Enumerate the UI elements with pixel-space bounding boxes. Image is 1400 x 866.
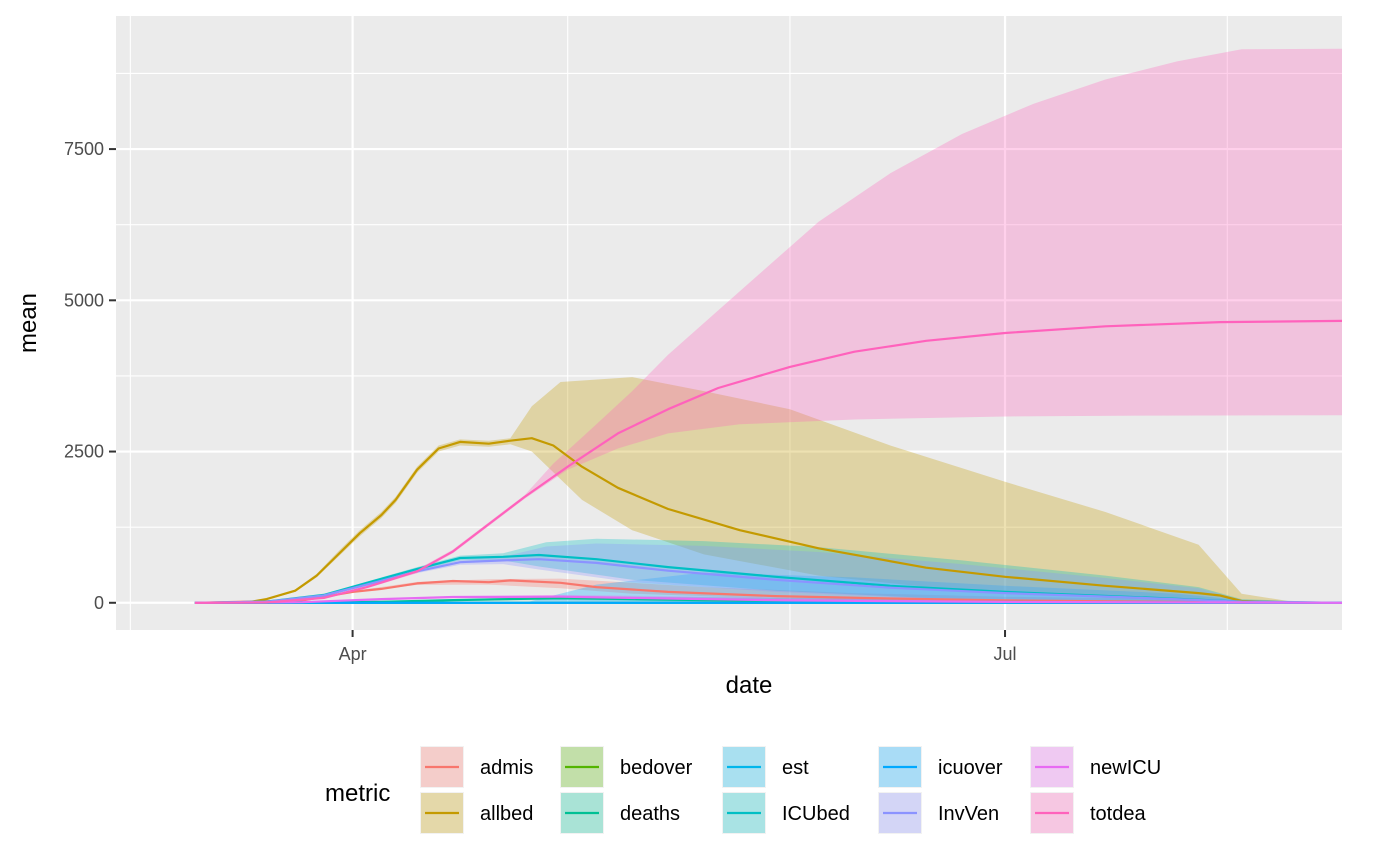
line-totdea: [194, 319, 1343, 604]
band-icubed: [194, 538, 1342, 603]
legend: metric admis allbed bedover deaths est ICUbed…: [325, 746, 1161, 834]
legend-label: ICUbed: [782, 803, 850, 825]
legend-label: bedover: [620, 757, 693, 779]
y-tick-label: 5000: [64, 290, 104, 310]
legend-item-totdea: totdea: [1030, 792, 1146, 834]
legend-label: admis: [480, 757, 533, 779]
legend-label: deaths: [620, 803, 680, 825]
legend-label: icuover: [938, 757, 1003, 779]
line-allbed: [194, 437, 1343, 604]
legend-label: newICU: [1090, 757, 1161, 779]
band-admis: [194, 578, 1342, 603]
legend-item-newicu: newICU: [1030, 746, 1161, 788]
axes: 0 2500 5000 7500 Apr Jul: [64, 139, 1017, 664]
band-allbed: [194, 377, 1342, 603]
legend-item-est: est: [722, 746, 809, 788]
legend-item-bedover: bedover: [560, 746, 693, 788]
x-axis-title: date: [726, 672, 773, 699]
y-tick-label: 7500: [64, 139, 104, 159]
x-tick-label: Apr: [339, 644, 367, 664]
line-newicu: [194, 595, 1343, 604]
line-admis: [194, 579, 1343, 604]
legend-item-invven: InvVen: [878, 792, 999, 834]
legend-label: totdea: [1090, 803, 1146, 825]
legend-item-allbed: allbed: [420, 792, 533, 834]
band-totdea: [194, 48, 1342, 603]
legend-item-icubed: ICUbed: [722, 792, 850, 834]
legend-items: admis allbed bedover deaths est ICUbed icuover…: [420, 746, 1161, 834]
legend-label: allbed: [480, 803, 533, 825]
y-tick-label: 0: [94, 593, 104, 613]
legend-title: metric: [325, 780, 390, 807]
legend-item-icuover: icuover: [878, 746, 1003, 788]
legend-label: est: [782, 757, 809, 779]
legend-item-deaths: deaths: [560, 792, 680, 834]
y-tick-label: 2500: [64, 442, 104, 462]
legend-label: InvVen: [938, 803, 999, 825]
y-axis-title: mean: [15, 293, 42, 353]
series-lines: [194, 319, 1343, 604]
line-invven: [194, 558, 1343, 604]
x-tick-label: Jul: [994, 644, 1017, 664]
legend-item-admis: admis: [420, 746, 533, 788]
